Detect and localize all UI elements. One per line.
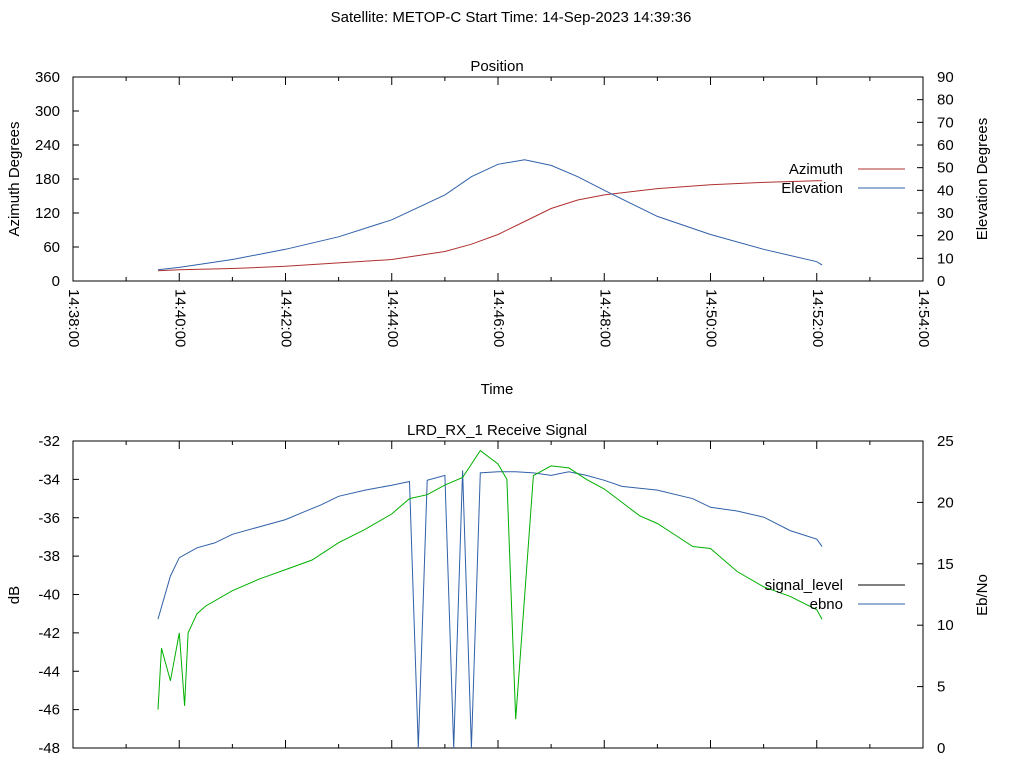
position-y2-tick-label: 10 [937, 250, 954, 267]
signal-y-tick-label: -32 [38, 433, 60, 450]
position-y2-tick-label: 50 [937, 160, 954, 177]
position-x-tick-label: 14:54:00 [915, 289, 932, 347]
position-x-tick-label: 14:46:00 [490, 289, 507, 347]
position-xlabel: Time [481, 381, 514, 398]
signal-chart: LRD_RX_1 Receive Signal dB Eb/No -32-34-… [6, 422, 991, 757]
signal-series [157, 449, 823, 748]
signal-y-tick-label: -44 [38, 663, 60, 680]
position-y2-tick-label: 60 [937, 137, 954, 154]
legend-label-ebno: ebno [810, 596, 843, 613]
signal-y-tick-label: -38 [38, 548, 60, 565]
position-y2-ticks: 0 10 20 30 40 50 60 70 80 90 [917, 69, 954, 290]
signal-y-tick-label: -42 [38, 625, 60, 642]
signal-y-tick-label: -48 [38, 740, 60, 757]
position-y-tick-label: 60 [43, 239, 60, 256]
page-title: Satellite: METOP-C Start Time: 14-Sep-20… [331, 9, 692, 26]
position-y2-tick-label: 80 [937, 92, 954, 109]
legend-label-azimuth: Azimuth [789, 161, 843, 178]
position-y2label: Elevation Degrees [974, 118, 991, 241]
signal-y2-ticks: 0 5 10 15 20 25 [917, 433, 954, 757]
signal-title: LRD_RX_1 Receive Signal [407, 422, 587, 439]
position-x-tick-label: 14:42:00 [278, 289, 295, 347]
signal-plot-frame [72, 440, 924, 749]
legend-label-elevation: Elevation [781, 180, 843, 197]
position-y2-tick-label: 20 [937, 228, 954, 245]
position-y-tick-label: 180 [35, 171, 60, 188]
signal-y2-tick-label: 25 [937, 433, 954, 450]
signal-x-ticks [72, 441, 924, 748]
signal-y2-tick-label: 5 [937, 679, 945, 696]
position-y-ticks: 0 60 120 180 240 300 360 [35, 69, 79, 290]
position-plot-frame [72, 76, 924, 282]
signal-y2-tick-label: 10 [937, 617, 954, 634]
position-ylabel: Azimuth Degrees [6, 121, 23, 236]
signal-y2-tick-label: 0 [937, 740, 945, 757]
position-x-tick-label: 14:40:00 [171, 289, 188, 347]
position-y2-tick-label: 40 [937, 182, 954, 199]
signal-y-tick-label: -40 [38, 587, 60, 604]
signal-y-tick-label: -34 [38, 471, 60, 488]
series-line-ebno [157, 470, 823, 748]
position-x-tick-label: 14:52:00 [809, 289, 826, 347]
position-series [157, 159, 823, 272]
position-y-tick-label: 120 [35, 205, 60, 222]
signal-y-tick-label: -46 [38, 702, 60, 719]
position-y2-tick-label: 90 [937, 69, 954, 86]
position-title: Position [470, 58, 523, 75]
position-y-tick-label: 360 [35, 69, 60, 86]
signal-legend: signal_level ebno [765, 577, 905, 613]
position-x-tick-label: 14:44:00 [384, 289, 401, 347]
position-x-tick-label: 14:50:00 [703, 289, 720, 347]
position-x-tick-label: 14:48:00 [596, 289, 613, 347]
signal-y-ticks: -32 -34 -36 -38 -40 -42 -44 -46 -48 [38, 433, 79, 757]
position-chart: Position Time Azimuth Degrees Elevation … [6, 58, 991, 398]
position-y2-tick-label: 30 [937, 205, 954, 222]
signal-y2-tick-label: 15 [937, 556, 954, 573]
position-x-tick-label: 14:38:00 [65, 289, 82, 347]
position-y-tick-label: 240 [35, 137, 60, 154]
position-y2-tick-label: 70 [937, 114, 954, 131]
signal-y2-tick-label: 20 [937, 494, 954, 511]
position-y-tick-label: 300 [35, 103, 60, 120]
series-line-elevation [157, 159, 823, 271]
position-y2-tick-label: 0 [937, 273, 945, 290]
series-line-azimuth [157, 180, 823, 272]
series-line-signal-level [157, 449, 823, 720]
signal-y-tick-label: -36 [38, 510, 60, 527]
position-x-ticks: 14:38:00 14:40:00 14:42:00 14:44:00 14:46:00… [65, 77, 932, 347]
position-y-tick-label: 0 [52, 273, 60, 290]
position-legend: Azimuth Elevation [781, 161, 905, 197]
signal-y2label: Eb/No [974, 574, 991, 616]
legend-label-signal-level: signal_level [765, 577, 843, 594]
signal-ylabel: dB [6, 586, 23, 604]
